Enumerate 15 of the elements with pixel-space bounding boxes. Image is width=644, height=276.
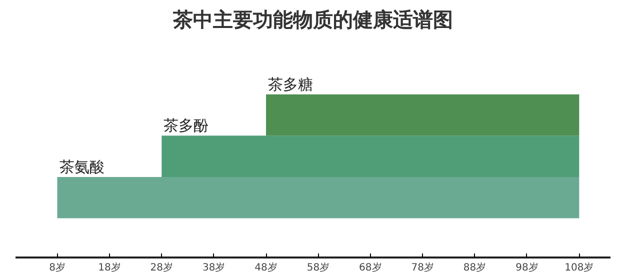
x-tick-label: 28岁 [150,262,174,274]
x-tick-label: 108岁 [564,262,594,274]
x-tick-label: 78岁 [411,262,434,274]
annotation: 茶氨酸 [59,158,104,176]
x-tick-label: 98岁 [516,262,538,274]
annotation: 茶多酚 [164,118,209,135]
chart-title: 茶中主要功能物质的健康适谱图 [172,8,453,32]
x-tick-label: 18岁 [98,262,121,274]
x-tick-label: 88岁 [463,262,486,274]
x-tick-label: 68岁 [359,262,382,274]
x-tick-label: 48岁 [254,262,278,274]
text: 茶多糖 [268,76,314,94]
x-tick-label: 38岁 [202,262,226,274]
x-tick-label: 58岁 [306,262,330,274]
x-tick-label: 8岁 [49,262,66,274]
